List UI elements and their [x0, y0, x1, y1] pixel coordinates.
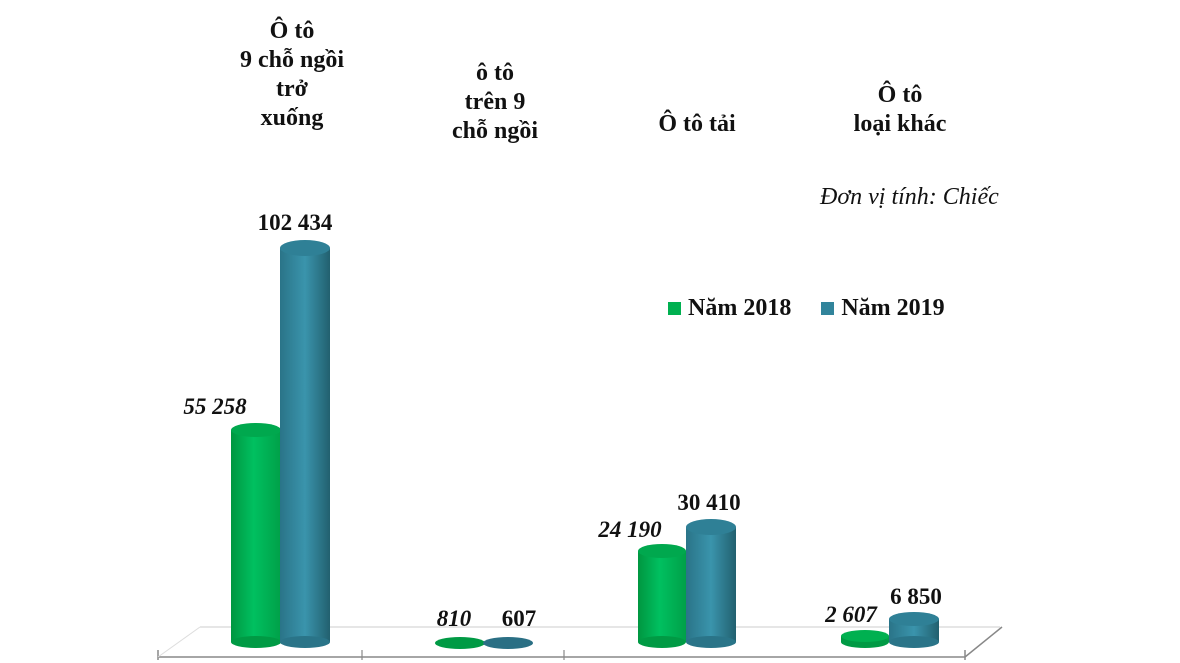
category-label-other-cars: Ô tô loại khác	[853, 82, 947, 137]
value-label-2018-trucks: 24 190	[598, 517, 662, 542]
legend-label-2019: Năm 2019	[841, 295, 945, 321]
legend-item-2018: Năm 2018	[668, 295, 791, 322]
bar-2018-other-cars	[841, 630, 889, 648]
bar-2019-trucks	[686, 519, 736, 648]
value-label-2019-trucks: 30 410	[677, 490, 741, 515]
bar-2019-cars-under-9-seats	[280, 240, 330, 648]
value-label-2018-cars-under-9-seats: 55 258	[183, 394, 247, 419]
value-label-2018-cars-over-9-seats: 810	[436, 606, 472, 631]
value-label-2018-other-cars: 2 607	[825, 602, 877, 627]
bar-2018-trucks	[638, 544, 686, 648]
chart-floor	[157, 626, 1003, 660]
bar-2018-cars-under-9-seats	[231, 423, 281, 648]
bar-2018-cars-over-9-seats	[435, 637, 485, 649]
legend: Năm 2018 Năm 2019	[668, 295, 975, 322]
legend-swatch-2019	[821, 302, 835, 315]
category-label-cars-under-9-seats: Ô tô 9 chỗ ngồi trở xuống	[239, 18, 344, 131]
legend-item-2019: Năm 2019	[821, 295, 945, 322]
category-label-trucks: Ô tô tải	[658, 111, 736, 137]
legend-label-2018: Năm 2018	[688, 295, 792, 321]
bar-2019-other-cars	[889, 612, 939, 648]
value-label-2019-cars-under-9-seats: 102 434	[257, 210, 333, 235]
category-label-cars-over-9-seats: ô tô trên 9 chỗ ngồi	[451, 60, 538, 144]
unit-note: Đơn vị tính: Chiếc	[820, 184, 999, 210]
value-label-2019-cars-over-9-seats: 607	[501, 606, 537, 631]
legend-swatch-2018	[668, 302, 681, 315]
bar-2019-cars-over-9-seats	[483, 637, 533, 649]
value-label-2019-other-cars: 6 850	[890, 584, 942, 609]
